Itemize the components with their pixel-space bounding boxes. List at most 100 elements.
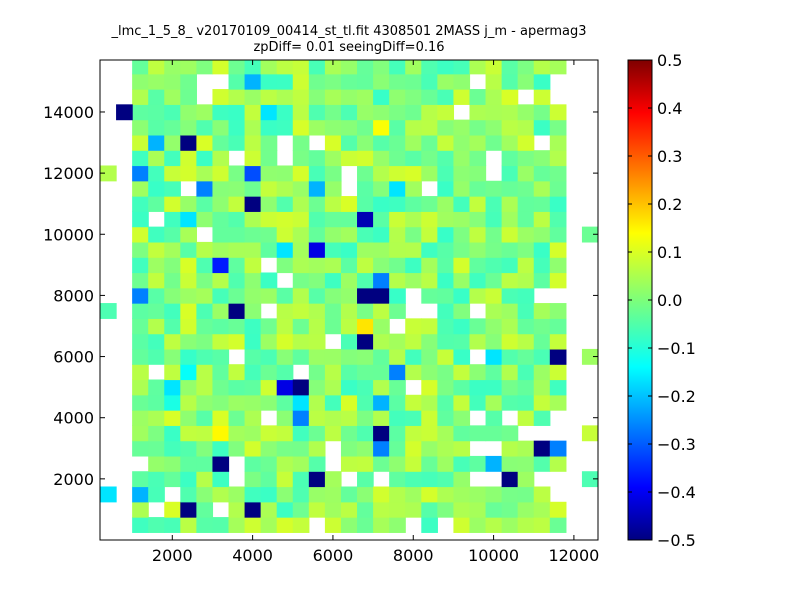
- heatmap-cell: [421, 394, 438, 411]
- heatmap-cell: [212, 226, 230, 243]
- heatmap-cell: [324, 196, 342, 212]
- heatmap-cell: [228, 425, 246, 442]
- heatmap-cell: [357, 211, 374, 228]
- heatmap-cell: [180, 303, 197, 319]
- heatmap-cell: [405, 257, 422, 274]
- heatmap-cell: [212, 517, 230, 533]
- heatmap-cell: [453, 333, 471, 350]
- heatmap-cell: [453, 287, 471, 304]
- heatmap-cell: [196, 150, 214, 167]
- heatmap-cell: [389, 180, 406, 197]
- heatmap-cell: [132, 60, 149, 75]
- heatmap-cell: [389, 410, 406, 426]
- heatmap-cell: [389, 333, 406, 350]
- heatmap-cell: [501, 73, 519, 90]
- heatmap-cell: [180, 379, 197, 396]
- heatmap-cell: [485, 517, 503, 533]
- heatmap-cell: [228, 318, 246, 335]
- heatmap-cell: [485, 455, 503, 472]
- heatmap-cell: [132, 379, 149, 396]
- heatmap-cell: [308, 455, 326, 472]
- heatmap-cell: [244, 134, 262, 151]
- heatmap-cell: [228, 410, 246, 426]
- heatmap-cell: [421, 150, 438, 167]
- heatmap-cell: [148, 180, 165, 197]
- heatmap-cell: [421, 348, 438, 365]
- heatmap-cell: [389, 211, 406, 228]
- heatmap-cell: [389, 241, 406, 258]
- heatmap-cell: [196, 196, 214, 212]
- heatmap-cell: [517, 410, 535, 426]
- heatmap-cell: [180, 211, 197, 228]
- heatmap-cell: [485, 134, 503, 151]
- heatmap-cell: [340, 196, 358, 212]
- x-tick-label: 10000: [468, 546, 519, 565]
- heatmap-cell: [132, 333, 149, 350]
- heatmap-cell: [276, 348, 294, 365]
- heatmap-cell: [421, 517, 438, 533]
- heatmap-cell: [148, 134, 165, 151]
- heatmap-cell: [324, 379, 342, 396]
- heatmap-cell: [421, 226, 438, 243]
- heatmap-cell: [549, 119, 567, 136]
- heatmap-cell: [533, 73, 551, 90]
- heatmap-cell: [244, 318, 262, 335]
- heatmap-cell: [260, 226, 278, 243]
- heatmap-cell: [453, 440, 471, 457]
- heatmap-cell: [244, 394, 262, 411]
- heatmap-cell: [533, 486, 551, 503]
- heatmap-cell: [453, 394, 471, 411]
- heatmap-cell: [276, 303, 294, 319]
- heatmap-cell: [549, 180, 567, 197]
- heatmap-cell: [228, 364, 246, 381]
- heatmap-cell: [469, 211, 487, 228]
- y-tick-label: 2000: [53, 470, 94, 489]
- heatmap-cell: [260, 486, 278, 503]
- heatmap-cell: [421, 119, 438, 136]
- heatmap-cell: [485, 364, 503, 381]
- heatmap-cell: [453, 501, 471, 518]
- heatmap-cell: [437, 73, 455, 90]
- heatmap-cell: [453, 425, 471, 442]
- heatmap-cell: [405, 318, 422, 335]
- heatmap-cell: [453, 134, 471, 151]
- heatmap-cell: [292, 60, 310, 75]
- heatmap-cell: [148, 60, 165, 75]
- heatmap-cell: [228, 211, 246, 228]
- heatmap-cell: [357, 394, 374, 411]
- heatmap-cell: [533, 60, 551, 75]
- heatmap-cell: [260, 180, 278, 197]
- heatmap-cell: [373, 257, 390, 274]
- heatmap-cell: [308, 257, 326, 274]
- heatmap-cell: [549, 226, 567, 243]
- heatmap-cell: [437, 119, 455, 136]
- heatmap-cell: [357, 455, 374, 472]
- heatmap-cell: [357, 180, 374, 197]
- heatmap-cell: [292, 471, 310, 488]
- y-tick-label: 8000: [53, 286, 94, 305]
- heatmap-cell: [132, 104, 149, 121]
- heatmap-cell: [244, 180, 262, 197]
- heatmap-cell: [212, 180, 230, 197]
- heatmap-cell: [276, 211, 294, 228]
- heatmap-cell: [228, 60, 246, 75]
- heatmap-cell: [340, 73, 358, 90]
- heatmap-cell: [276, 410, 294, 426]
- heatmap-cell: [180, 60, 197, 75]
- heatmap-cell: [469, 394, 487, 411]
- heatmap-cell: [485, 501, 503, 518]
- heatmap-cell: [132, 348, 149, 365]
- heatmap-cell: [148, 455, 165, 472]
- heatmap-cell: [389, 104, 406, 121]
- heatmap-cell: [517, 318, 535, 335]
- heatmap-cell: [421, 486, 438, 503]
- heatmap-cell: [485, 272, 503, 289]
- heatmap-cell: [389, 455, 406, 472]
- heatmap-cell: [164, 348, 181, 365]
- heatmap-cell: [292, 486, 310, 503]
- heatmap-cell: [324, 241, 342, 258]
- heatmap-cell: [132, 211, 149, 228]
- heatmap-cell: [244, 364, 262, 381]
- heatmap-cell: [373, 440, 390, 457]
- heatmap-cell: [373, 89, 390, 105]
